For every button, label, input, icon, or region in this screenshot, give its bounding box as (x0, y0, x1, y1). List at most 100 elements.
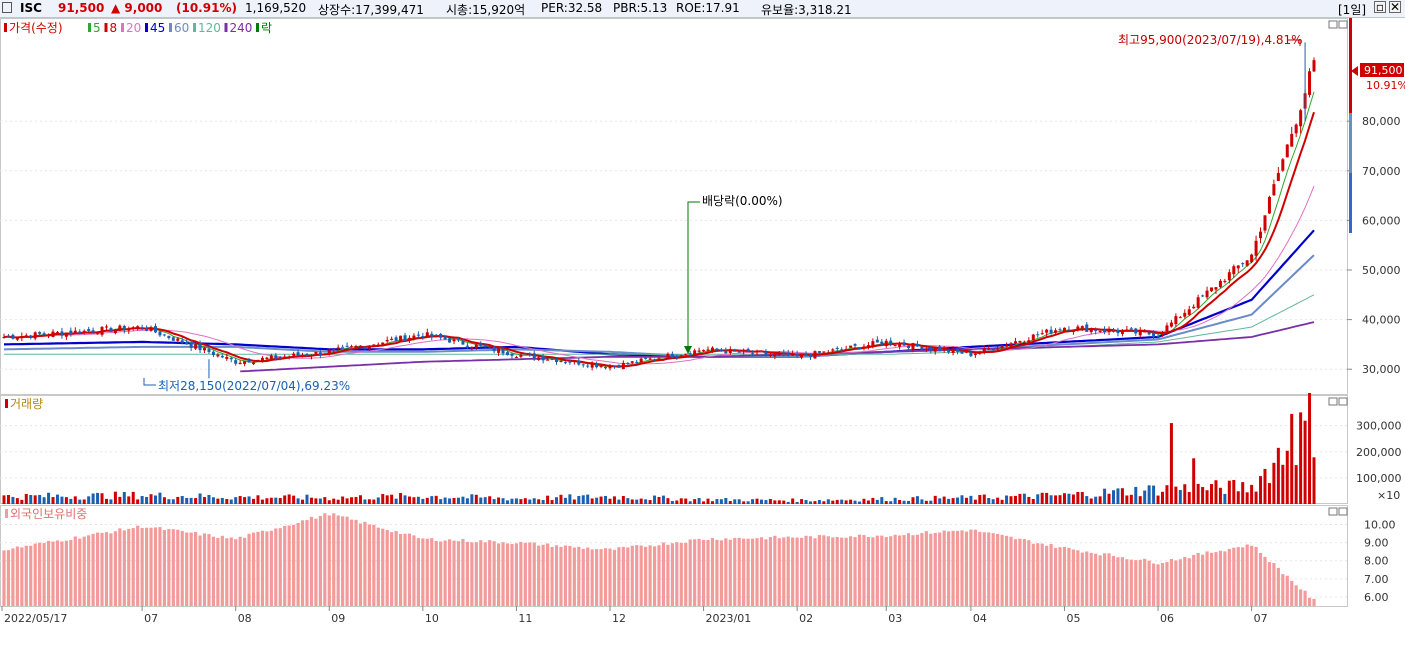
foreign-ratio-bar (630, 545, 634, 606)
foreign-ratio-bar (960, 530, 964, 606)
candle-body (167, 335, 171, 339)
date-tick-label-8: 02 (799, 612, 813, 625)
candle-body (737, 351, 741, 353)
legend-label-6[interactable]: 120 (198, 21, 221, 35)
volume-bar (1201, 487, 1205, 504)
foreign-ratio-bar (265, 531, 269, 606)
foreign-ratio-bar (523, 542, 527, 606)
foreign-ratio-bar (608, 548, 612, 606)
volume-bar (474, 494, 478, 504)
scroll-indicator-light[interactable] (1349, 113, 1352, 173)
foreign-ratio-bar (572, 547, 576, 606)
volume-bar (1125, 495, 1129, 504)
candle-body (456, 339, 460, 341)
candle-body (269, 355, 273, 359)
foreign-close-icon[interactable] (1338, 507, 1348, 516)
legend-label-8[interactable]: 락 (261, 21, 272, 35)
candle-body (719, 349, 723, 352)
volume-bar (537, 499, 541, 504)
foreign-ratio-bar (586, 547, 590, 606)
volume-bar (595, 497, 599, 504)
candle-body (399, 335, 403, 341)
volume-bar (283, 495, 287, 504)
close-window-icon[interactable]: ✕ (1389, 0, 1401, 14)
volume-close-icon[interactable] (1338, 397, 1348, 406)
candle-body (483, 344, 487, 347)
candle-body (1285, 144, 1289, 158)
period-selector[interactable]: [1일] (1338, 3, 1367, 17)
candle-body (898, 343, 902, 347)
candle-body (733, 350, 737, 352)
panel-close-icon[interactable] (1338, 20, 1348, 29)
candle-body (907, 345, 911, 349)
foreign-ratio-bar (666, 544, 670, 606)
scroll-indicator-dark[interactable] (1349, 173, 1352, 233)
volume-bar (1187, 491, 1191, 504)
candle-body (884, 340, 888, 347)
legend-label-0[interactable]: 가격(수정) (9, 21, 63, 35)
foreign-ratio-bars (2, 513, 1316, 606)
foreign-ratio-bar (1214, 552, 1218, 606)
foreign-tick-label-1: 9.00 (1364, 537, 1389, 550)
foreign-ratio-bar (55, 540, 60, 606)
volume-bar (737, 499, 741, 504)
foreign-ratio-bar (2, 550, 6, 606)
candle-body (702, 350, 706, 352)
per-readout: PER:32.58 (541, 1, 603, 15)
foreign-ratio-bar (189, 532, 193, 606)
legend-label-5[interactable]: 60 (174, 21, 189, 35)
volume-bar (684, 498, 688, 504)
foreign-ratio-bar (764, 539, 768, 606)
stock-chart[interactable]: 가격(수정) 5 8 20 45 60 120 240 락 80,000 70,000 60,000… (0, 18, 1405, 648)
panel-restore-icon[interactable] (1328, 20, 1338, 29)
foreign-ratio-bar (492, 541, 496, 606)
legend-label-7[interactable]: 240 (230, 21, 253, 35)
candle-body (55, 332, 59, 334)
foreign-ratio-bar (42, 543, 46, 606)
candle-body (51, 331, 55, 337)
volume-bar (443, 497, 447, 504)
last-price-pointer-icon (1351, 66, 1358, 76)
legend-label-4[interactable]: 45 (150, 21, 165, 35)
foreign-ratio-bar (60, 541, 64, 606)
candle-body (247, 359, 251, 363)
foreign-ratio-bar (15, 546, 19, 606)
candle-body (697, 350, 701, 352)
stock-code-box-icon[interactable] (2, 2, 12, 13)
volume-bar (973, 499, 977, 504)
candle-body (1120, 330, 1124, 334)
candle-body (1076, 326, 1080, 330)
restore-window-icon[interactable]: ▫ (1374, 0, 1386, 14)
foreign-ratio-bar (1102, 553, 1107, 606)
volume-bar (657, 496, 661, 504)
legend-label-3[interactable]: 20 (126, 21, 141, 35)
scroll-indicator-red[interactable] (1349, 18, 1352, 113)
volume-bar (875, 499, 879, 504)
candle-body (604, 367, 608, 369)
volume-bar (91, 493, 95, 504)
volume-bar (617, 499, 621, 504)
candle-body (880, 341, 884, 345)
volume-bar (1129, 494, 1133, 504)
candle-body (327, 350, 331, 353)
candle-body (759, 351, 763, 353)
volume-bar (390, 494, 394, 504)
volume-bar (238, 496, 242, 504)
candle-body (831, 349, 835, 351)
foreign-restore-icon[interactable] (1328, 507, 1338, 516)
candle-body (915, 343, 919, 347)
foreign-ratio-bar (91, 533, 95, 606)
volume-bar (1022, 493, 1026, 504)
foreign-ratio-bar (835, 537, 839, 606)
candle-body (1183, 312, 1187, 317)
legend-label-1[interactable]: 5 (93, 21, 101, 35)
foreign-ratio-bar (996, 533, 1000, 606)
foreign-ratio-bar (292, 524, 296, 606)
candle-body (639, 358, 643, 363)
candle-body (6, 335, 10, 337)
candle-body (1254, 240, 1258, 256)
legend-label-2[interactable]: 8 (110, 21, 118, 35)
volume-restore-icon[interactable] (1328, 397, 1338, 406)
volume-bar (51, 497, 55, 504)
volume-bar (1223, 493, 1227, 504)
